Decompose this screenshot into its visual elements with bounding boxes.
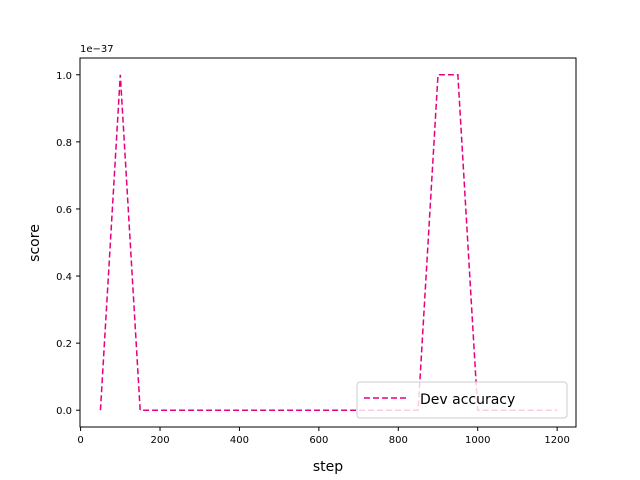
series-layer (99, 74, 558, 411)
y-offset-text: 1e−37 (80, 44, 114, 55)
x-axis-ticks: 0 200 400 600 800 1000 1200 (77, 427, 570, 446)
x-tick-label: 1000 (465, 435, 490, 446)
x-axis-label: step (313, 459, 343, 475)
y-axis-label: score (27, 224, 43, 262)
series-line-dev-accuracy (99, 74, 558, 411)
legend-box (356, 381, 568, 419)
y-tick-label: 0.8 (56, 138, 72, 149)
y-tick-label: 1.0 (56, 71, 72, 82)
x-tick-label: 0 (77, 435, 83, 446)
y-tick-label: 0.6 (56, 205, 72, 216)
x-tick-label: 200 (150, 435, 169, 446)
y-tick-label: 0.0 (56, 406, 72, 417)
x-tick-label: 600 (309, 435, 328, 446)
legend-label: Dev accuracy (420, 392, 515, 408)
y-tick-label: 0.4 (56, 272, 72, 283)
legend: Dev accuracy (356, 381, 568, 419)
x-tick-label: 400 (230, 435, 249, 446)
plot-frame (79, 57, 577, 428)
x-tick-label: 800 (389, 435, 408, 446)
x-tick-label: 1200 (544, 435, 569, 446)
y-tick-label: 0.2 (56, 339, 72, 350)
y-axis-ticks: 0.0 0.2 0.4 0.6 0.8 1.0 (56, 71, 80, 417)
